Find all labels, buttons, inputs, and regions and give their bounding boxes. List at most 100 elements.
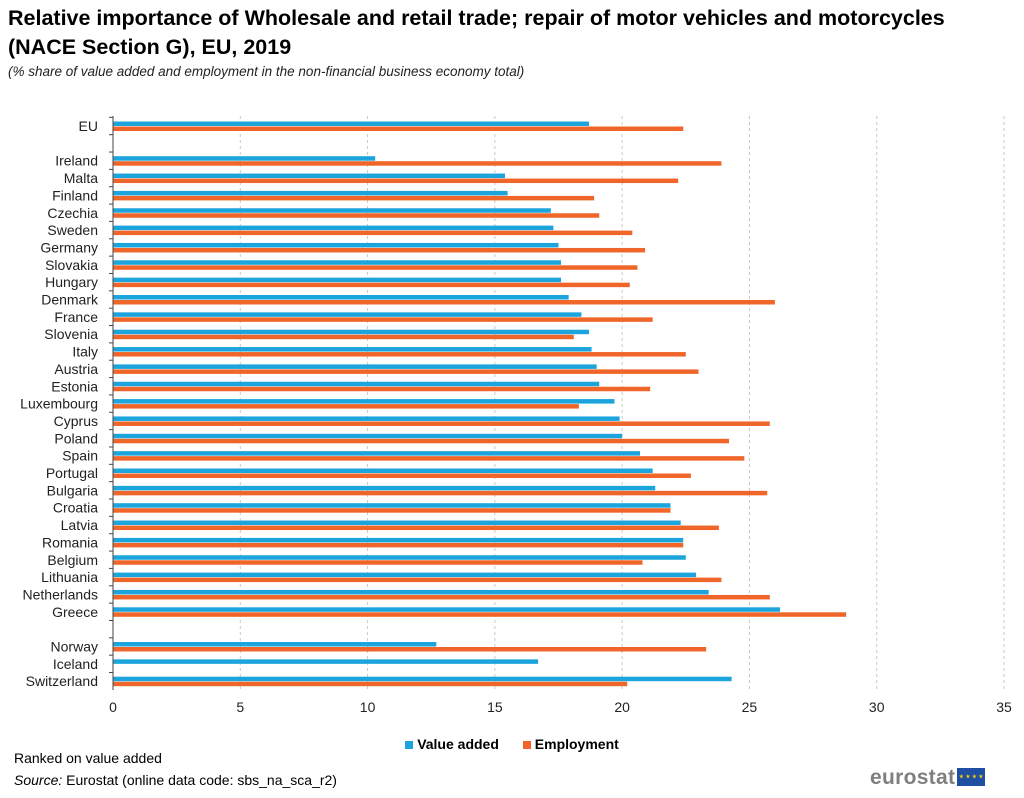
category-label: Poland xyxy=(54,430,98,446)
bar-employment xyxy=(113,681,628,687)
chart-title: Relative importance of Wholesale and ret… xyxy=(8,6,945,59)
bar-value-added xyxy=(113,451,640,456)
eurostat-logo: eurostat ★ ★ ★ ★ xyxy=(870,766,986,790)
x-tick-label: 10 xyxy=(360,699,376,715)
legend-swatch-employment xyxy=(522,741,531,750)
bar-employment xyxy=(113,438,730,444)
bar-value-added xyxy=(113,173,506,179)
category-label: Ireland xyxy=(55,153,98,169)
category-label: Slovakia xyxy=(45,257,98,273)
category-label: Luxembourg xyxy=(20,396,98,412)
legend-label-employment: Employment xyxy=(534,736,619,752)
category-label: Finland xyxy=(52,187,98,203)
category-label: Cyprus xyxy=(54,413,98,429)
category-label: Spain xyxy=(62,448,98,464)
bar-value-added xyxy=(113,520,681,526)
bar-value-added xyxy=(113,329,590,335)
bar-value-added xyxy=(113,433,623,439)
bar-employment xyxy=(113,300,775,305)
bar-employment xyxy=(113,230,633,236)
bar-value-added xyxy=(113,468,653,473)
ranking-note: Ranked on value added xyxy=(14,750,162,766)
category-label: Norway xyxy=(51,639,98,655)
bar-employment xyxy=(113,282,630,288)
category-label: Portugal xyxy=(46,465,98,481)
bar-employment xyxy=(113,317,653,322)
bar-value-added xyxy=(113,208,551,213)
bar-value-added xyxy=(113,347,592,352)
category-label: Lithuania xyxy=(41,569,98,585)
bar-employment xyxy=(113,473,691,478)
bar-employment xyxy=(113,334,574,340)
bar-value-added xyxy=(113,381,600,387)
bar-value-added xyxy=(113,225,554,231)
bar-value-added xyxy=(113,190,508,196)
x-tick-label: 25 xyxy=(742,699,758,715)
category-label: Czechia xyxy=(47,205,98,221)
bar-value-added xyxy=(113,589,709,595)
bar-employment xyxy=(113,594,770,600)
category-label: Denmark xyxy=(41,292,99,308)
eu-flag-icon: ★ ★ ★ ★ xyxy=(957,768,986,786)
category-label: Latvia xyxy=(61,517,99,533)
x-tick-label: 15 xyxy=(487,699,503,715)
bar-employment xyxy=(113,247,646,253)
source-label: Source: xyxy=(14,772,63,788)
category-label: Germany xyxy=(40,239,98,255)
category-label: Estonia xyxy=(51,378,98,394)
bar-value-added xyxy=(113,572,696,578)
chart-subtitle: (% share of value added and employment i… xyxy=(8,64,525,79)
bar-employment xyxy=(113,265,638,270)
bar-employment xyxy=(113,178,679,184)
bar-employment xyxy=(113,404,579,409)
bar-value-added xyxy=(113,503,671,508)
bar-employment xyxy=(113,386,651,392)
bar-employment xyxy=(113,525,719,531)
legend-swatch-value-added xyxy=(405,741,414,750)
category-label: Malta xyxy=(64,170,98,186)
bar-employment xyxy=(113,560,643,565)
legend-label-value-added: Value added xyxy=(417,736,499,752)
category-label: Hungary xyxy=(45,274,98,290)
bar-value-added xyxy=(113,676,732,682)
bar-employment xyxy=(113,126,684,131)
category-label: Italy xyxy=(72,344,98,360)
source-note: Source: Eurostat (online data code: sbs_… xyxy=(14,772,337,788)
legend-item-value-added: Value added xyxy=(405,736,499,752)
category-label: Iceland xyxy=(53,656,98,672)
bar-value-added xyxy=(113,607,780,612)
bar-employment xyxy=(113,352,686,357)
category-label: Slovenia xyxy=(44,326,98,342)
bar-employment xyxy=(113,612,847,617)
bar-employment xyxy=(113,456,745,461)
x-tick-label: 0 xyxy=(109,699,117,715)
category-label: Croatia xyxy=(53,500,98,516)
bar-value-added xyxy=(113,659,539,664)
category-label: Sweden xyxy=(47,222,98,238)
source-text: Eurostat (online data code: sbs_na_sca_r… xyxy=(62,772,337,788)
bar-value-added xyxy=(113,399,615,404)
category-label: Romania xyxy=(42,534,98,550)
category-label: Greece xyxy=(52,604,98,620)
bar-employment xyxy=(113,508,671,513)
category-label: Netherlands xyxy=(23,586,99,602)
bar-value-added xyxy=(113,242,559,248)
category-label: EU xyxy=(79,118,98,134)
x-tick-label: 5 xyxy=(236,699,244,715)
bar-employment xyxy=(113,213,600,218)
logo-text: eurostat xyxy=(870,766,956,789)
x-tick-label: 20 xyxy=(614,699,630,715)
bar-employment xyxy=(113,161,722,166)
chart-legend: Value added Employment xyxy=(0,736,1024,752)
category-label: Belgium xyxy=(47,552,98,568)
bar-value-added xyxy=(113,121,590,126)
legend-item-employment: Employment xyxy=(522,736,619,752)
bar-value-added xyxy=(113,277,562,283)
bar-value-added xyxy=(113,555,686,560)
bar-employment xyxy=(113,542,684,548)
bar-employment xyxy=(113,647,707,652)
bar-value-added xyxy=(113,416,620,421)
bar-employment xyxy=(113,369,699,374)
bar-employment xyxy=(113,577,722,583)
